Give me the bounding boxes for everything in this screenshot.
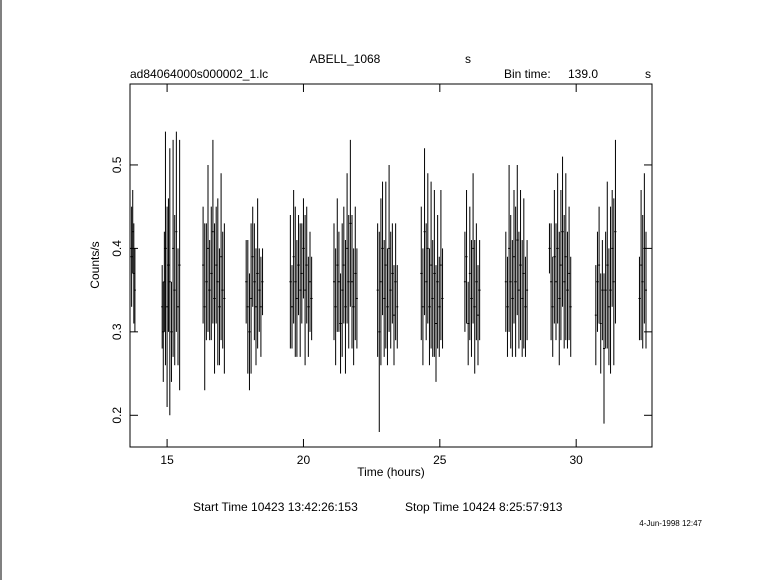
title-unit: s <box>465 52 471 66</box>
chart-title: ABELL_1068 <box>310 52 381 66</box>
plot-frame <box>129 83 653 448</box>
x-tick-label: 25 <box>433 453 447 467</box>
y-tick-label: 0.2 <box>110 407 124 424</box>
file-name: ad84064000s000002_1.lc <box>130 67 268 81</box>
y-tick-label: 0.4 <box>110 240 124 257</box>
x-axis-label: Time (hours) <box>357 465 425 479</box>
x-tick-label: 15 <box>160 453 174 467</box>
date-stamp: 4-Jun-1998 12:47 <box>639 519 702 528</box>
x-tick-label: 30 <box>570 453 584 467</box>
y-tick-label: 0.5 <box>110 156 124 173</box>
start-time: Start Time 10423 13:42:26:153 <box>193 500 358 514</box>
x-tick-label: 20 <box>297 453 311 467</box>
bin-time: 139.0 <box>568 67 598 81</box>
bin-time-label: Bin time: <box>504 67 551 81</box>
bin-time-unit: s <box>645 67 651 81</box>
y-axis-label: Counts/s <box>88 241 102 288</box>
stop-time: Stop Time 10424 8:25:57:913 <box>405 500 563 514</box>
y-tick-label: 0.3 <box>110 323 124 340</box>
